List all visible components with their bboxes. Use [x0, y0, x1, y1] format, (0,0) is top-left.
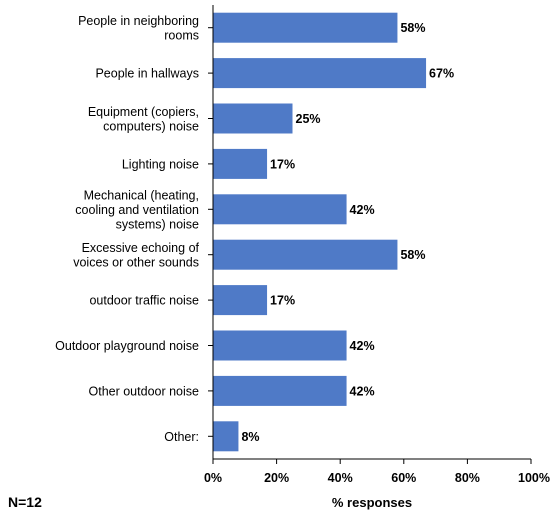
category-label: voices or other sounds: [73, 255, 199, 269]
category-label: Excessive echoing of: [82, 241, 200, 255]
bar: [213, 103, 293, 134]
bar: [213, 58, 427, 89]
category-label: computers) noise: [103, 119, 199, 133]
x-tick-labels-group: 0% 20% 40% 60% 80% 100%: [204, 471, 550, 485]
value-label: 42%: [350, 384, 375, 398]
x-tick-label: 0%: [204, 471, 222, 485]
category-label: outdoor traffic noise: [89, 294, 199, 308]
bars-group: [213, 12, 427, 452]
category-label: rooms: [164, 28, 199, 42]
bar: [213, 330, 347, 361]
category-label: cooling and ventilation: [75, 203, 199, 217]
x-tick-label: 60%: [391, 471, 416, 485]
value-label: 17%: [270, 294, 295, 308]
bar: [213, 194, 347, 225]
bar: [213, 421, 239, 452]
category-label: Lighting noise: [122, 157, 199, 171]
value-label: 42%: [350, 203, 375, 217]
category-label: People in hallways: [95, 67, 199, 81]
value-label: 58%: [400, 248, 425, 262]
bar: [213, 148, 268, 179]
x-axis-title: % responses: [332, 495, 412, 510]
axes-group: [208, 5, 532, 464]
category-label: Equipment (copiers,: [88, 105, 199, 119]
category-label: Mechanical (heating,: [84, 188, 199, 202]
category-label: Outdoor playground noise: [55, 339, 199, 353]
bar: [213, 12, 398, 43]
value-label: 8%: [241, 430, 259, 444]
value-label: 67%: [429, 67, 454, 81]
value-label: 25%: [296, 112, 321, 126]
bar: [213, 285, 268, 316]
x-tick-label: 20%: [264, 471, 289, 485]
value-label: 42%: [350, 339, 375, 353]
category-label: People in neighboring: [78, 14, 199, 28]
category-label: Other outdoor noise: [89, 384, 200, 398]
sample-size-note: N=12: [8, 494, 42, 510]
x-tick-label: 40%: [328, 471, 353, 485]
bar: [213, 375, 347, 406]
value-label: 17%: [270, 157, 295, 171]
value-label: 58%: [400, 21, 425, 35]
x-tick-label: 80%: [455, 471, 480, 485]
category-label: Other:: [164, 430, 199, 444]
bar: [213, 239, 398, 270]
category-label: systems) noise: [116, 217, 199, 231]
x-tick-label: 100%: [518, 471, 550, 485]
value-labels-group: 58% 67% 25% 17% 42% 58% 17% 42% 42% 8%: [241, 21, 454, 444]
